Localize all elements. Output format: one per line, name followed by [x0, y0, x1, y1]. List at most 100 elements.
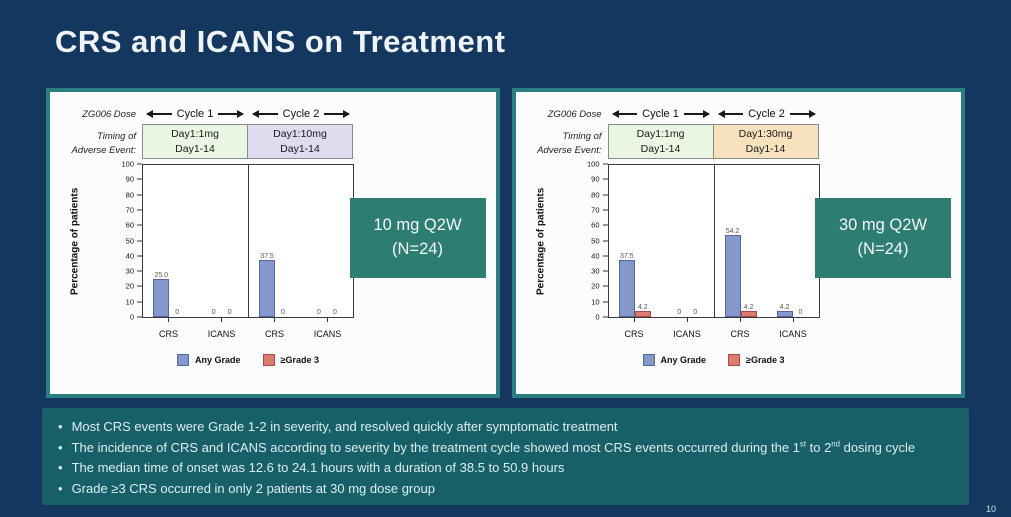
spacer [56, 318, 142, 344]
dose-summary-badge-10mg: 10 mg Q2W (N=24) [349, 198, 486, 278]
bar-crs-series1: 4.2 [634, 304, 651, 317]
bullet-text-segment: The median time of onset was 12.6 to 24.… [71, 460, 565, 476]
superscript: st [799, 439, 806, 449]
bullet-marker-icon: • [58, 480, 63, 496]
bullet-marker-icon: • [58, 439, 63, 455]
x-tick-mark [221, 318, 222, 322]
timing-label-line: Timing of [562, 130, 602, 142]
y-tick-label: 100 [586, 159, 600, 169]
panels-row: ZG006 Dose Cycle 1 Cycle 2 Timing of Adverse… [46, 88, 965, 398]
bar-group-crs: 25.0 0 [153, 165, 185, 317]
bar-value-label: 0 [175, 309, 180, 316]
plot-area: 25.0 0 0 0 37.5 0 0 0 [142, 164, 354, 318]
right-arrow-icon [218, 110, 244, 118]
bullet-item: • Grade ≥3 CRS occurred in only 2 patient… [58, 479, 953, 500]
y-tick-mark [602, 255, 608, 257]
y-tick-label: 30 [125, 266, 134, 276]
legend-item: ≥Grade 3 [728, 354, 784, 366]
bullet-item: • The incidence of CRS and ICANS accordin… [58, 438, 953, 459]
legend-swatch-icon [262, 354, 275, 366]
bar-value-label: 37.5 [260, 253, 274, 260]
bar-value-label: 25.0 [154, 272, 169, 279]
x-tick-mark [686, 318, 688, 322]
cycle-header: Cycle 1 [608, 104, 714, 124]
y-axis-title: Percentage of patients [535, 187, 546, 295]
y-tick-mark [137, 285, 142, 287]
zg006-dose-label: ZG006 Dose [82, 108, 136, 120]
legend-label: ≥Grade 3 [280, 355, 319, 365]
y-tick-mark [602, 163, 608, 165]
y-axis-ticks: 0 10 20 30 40 50 60 70 80 90 100 [552, 160, 608, 322]
x-label-half: CRS ICANS [608, 318, 714, 344]
x-category-label: ICANS [207, 329, 236, 339]
y-axis-title: Percentage of patients [69, 187, 81, 295]
cycle-label: Cycle 1 [176, 108, 214, 120]
panel-30mg-q2w: ZG006 Dose Cycle 1 Cycle 2 Timing of Adverse… [511, 88, 965, 398]
timing-label-line: Adverse Event: [537, 145, 602, 156]
timing-of-adverse-event-label: Timing of Adverse Event: [522, 124, 608, 164]
dose-summary-line2: (N=24) [392, 240, 443, 258]
dose-summary-line1: 30 mg Q2W [838, 216, 928, 235]
superscript: nd [831, 439, 840, 449]
y-tick-mark [137, 255, 142, 257]
bullet-marker-icon: • [58, 419, 63, 434]
left-arrow-icon [717, 110, 744, 118]
bullet-text: The median time of onset was 12.6 to 24.… [72, 458, 565, 479]
x-tick-mark [168, 318, 169, 322]
bullet-marker-icon: • [58, 460, 63, 476]
bar-value-label: 0 [317, 309, 321, 316]
timing-of-adverse-event-label: Timing of Adverse Event: [56, 124, 142, 164]
y-tick-label: 20 [125, 281, 134, 291]
x-tick-mark [792, 318, 794, 322]
y-tick-label: 20 [591, 281, 600, 291]
y-tick-label: 60 [591, 220, 600, 230]
x-tick-mark [739, 318, 741, 322]
spacer [522, 344, 608, 368]
bar-crs-series0: 37.5 [618, 253, 635, 317]
dose-timing-boxes: Day1:1mg Day1-14 Day1:30mg Day1-14 [607, 124, 820, 160]
y-tick-label: 60 [125, 220, 134, 230]
y-tick-mark [602, 209, 608, 211]
y-tick-label: 50 [591, 236, 600, 245]
bar-crs-series0: 25.0 [153, 272, 170, 317]
legend-label: Any Grade [660, 355, 707, 365]
left-arrow-icon [146, 110, 172, 118]
bar-value-label: 0 [281, 309, 285, 316]
x-category: ICANS [776, 318, 810, 344]
left-arrow-icon [611, 110, 638, 118]
cycle-subpanel: 25.0 0 0 0 [143, 165, 248, 317]
bullet-text-segment: to 2 [806, 439, 832, 455]
bullet-text-segment: dosing cycle [839, 439, 916, 455]
x-category-label: ICANS [779, 329, 807, 339]
zg006-dose-label: ZG006 Dose [547, 108, 602, 120]
bar-crs-series0: 37.5 [259, 253, 275, 317]
y-tick-mark [602, 240, 608, 241]
y-tick-label: 80 [125, 190, 134, 200]
y-tick-label: 90 [125, 174, 134, 184]
cycle-subpanel: 37.5 4.2 0 0 [609, 165, 714, 317]
right-arrow-icon [683, 110, 710, 118]
y-tick-label: 10 [591, 297, 600, 307]
y-tick-label: 30 [591, 266, 600, 276]
cycle-header: Cycle 1 [142, 104, 248, 124]
x-category: CRS [723, 318, 757, 344]
y-tick-label: 0 [595, 312, 600, 322]
y-tick-mark [602, 301, 608, 303]
y-tick-mark [137, 316, 142, 318]
x-category: ICANS [311, 318, 345, 344]
dose-timing-box: Day1:1mg Day1-14 [142, 124, 248, 159]
y-tick-mark [602, 316, 608, 318]
x-tick-mark [327, 318, 328, 322]
legend-label: ≥Grade 3 [746, 355, 785, 365]
x-label-half: CRS ICANS [142, 318, 248, 344]
dose-summary-badge-30mg: 30 mg Q2W (N=24) [815, 198, 951, 278]
spacer [56, 344, 142, 368]
dose-box-days: Day1-14 [745, 143, 786, 156]
x-category: CRS [152, 318, 186, 344]
bar-value-label: 4.2 [637, 303, 648, 311]
bar-value-label: 0 [677, 309, 682, 316]
bar-crs-series1: 4.2 [740, 304, 757, 317]
cycle-header: Cycle 2 [714, 104, 820, 124]
bullet-text: Most CRS events were Grade 1-2 in severi… [72, 417, 618, 438]
cycle-label: Cycle 2 [282, 108, 320, 120]
